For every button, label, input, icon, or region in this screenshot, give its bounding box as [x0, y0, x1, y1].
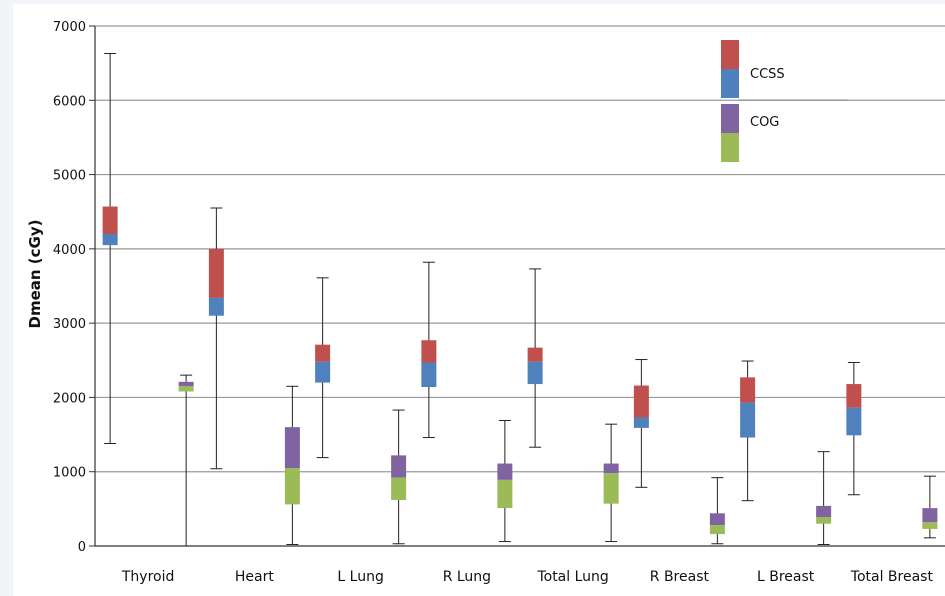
- plot-panel: [13, 4, 945, 596]
- y-tick-label: 3000: [53, 317, 86, 332]
- axis-layer: 0 1000 2000 3000 4000 5000 6000 7000 Thyroid Hear…: [53, 20, 945, 585]
- box-upper: [633, 385, 649, 418]
- box-upper: [846, 384, 862, 408]
- box-lower: [421, 362, 437, 388]
- box-ccss-l-breast: [740, 360, 756, 502]
- box-lower: [527, 361, 543, 385]
- box-ccss-r-lung: [421, 261, 437, 439]
- legend-swatch-upper-inner: [725, 108, 735, 129]
- box-upper: [709, 513, 725, 526]
- box-lower: [284, 468, 300, 505]
- y-tick-label: 0: [78, 540, 86, 555]
- x-tick-label: Thyroid: [121, 569, 175, 585]
- box-lower: [816, 517, 832, 524]
- box-ccss-heart: [208, 207, 224, 470]
- box-lower: [178, 386, 194, 392]
- marks-layer: [102, 52, 938, 546]
- box-upper: [284, 427, 300, 468]
- x-tick-label: L Breast: [757, 569, 815, 585]
- x-tick-label: Heart: [235, 569, 274, 585]
- legend-label: COG: [750, 115, 779, 130]
- legend-item-cog: COG: [721, 104, 779, 162]
- box-lower: [846, 407, 862, 436]
- box-ccss-total-breast: [846, 362, 862, 496]
- x-tick-label: Total Breast: [850, 569, 934, 585]
- box-upper: [315, 344, 331, 362]
- box-cog-total-breast: [922, 475, 938, 539]
- box-ccss-thyroid: [102, 52, 118, 444]
- box-ccss-r-breast: [633, 359, 649, 488]
- box-upper: [603, 463, 619, 474]
- y-tick-label: 4000: [53, 243, 86, 258]
- legend-label: CCSS: [750, 67, 785, 82]
- box-lower: [497, 479, 513, 509]
- box-upper: [527, 347, 543, 362]
- box-lower: [208, 297, 224, 316]
- legend-swatch-lower-inner: [725, 137, 735, 158]
- box-upper: [740, 377, 756, 403]
- box-lower: [102, 234, 118, 246]
- box-lower: [603, 473, 619, 504]
- box-cog-l-lung: [391, 409, 407, 545]
- box-cog-thyroid: [178, 374, 194, 546]
- box-cog-total-lung: [603, 423, 619, 543]
- box-upper: [102, 206, 118, 234]
- box-lower: [315, 361, 331, 383]
- box-upper: [421, 340, 437, 363]
- box-upper: [922, 508, 938, 523]
- x-tick-label: R Breast: [650, 569, 710, 585]
- x-tick-label: Total Lung: [536, 569, 608, 585]
- x-tick-label: L Lung: [337, 569, 383, 585]
- box-lower: [740, 402, 756, 438]
- box-upper: [208, 248, 224, 298]
- box-upper: [391, 455, 407, 478]
- box-lower: [709, 525, 725, 535]
- box-upper: [816, 505, 832, 518]
- box-lower: [391, 477, 407, 500]
- legend: CCSS COG: [721, 40, 848, 162]
- box-cog-r-lung: [497, 419, 513, 543]
- y-tick-label: 2000: [53, 391, 86, 406]
- y-tick-label: 5000: [53, 169, 86, 184]
- y-tick-label: 7000: [53, 20, 86, 35]
- box-lower: [633, 417, 649, 428]
- y-tick-label: 1000: [53, 466, 86, 481]
- box-ccss-l-lung: [315, 277, 331, 459]
- x-tick-label: R Lung: [443, 569, 491, 585]
- legend-item-ccss: CCSS: [721, 40, 785, 98]
- box-cog-r-breast: [709, 477, 725, 545]
- y-axis-label: Dmean (cGy): [26, 220, 44, 329]
- box-ccss-total-lung: [527, 268, 543, 448]
- box-lower: [922, 522, 938, 529]
- box-cog-l-breast: [816, 451, 832, 546]
- legend-swatch-lower-inner: [725, 73, 735, 94]
- legend-swatch-upper-inner: [725, 44, 735, 65]
- box-cog-heart: [284, 385, 300, 546]
- y-tick-label: 6000: [53, 94, 86, 109]
- box-upper: [497, 463, 513, 480]
- box-upper: [178, 381, 194, 387]
